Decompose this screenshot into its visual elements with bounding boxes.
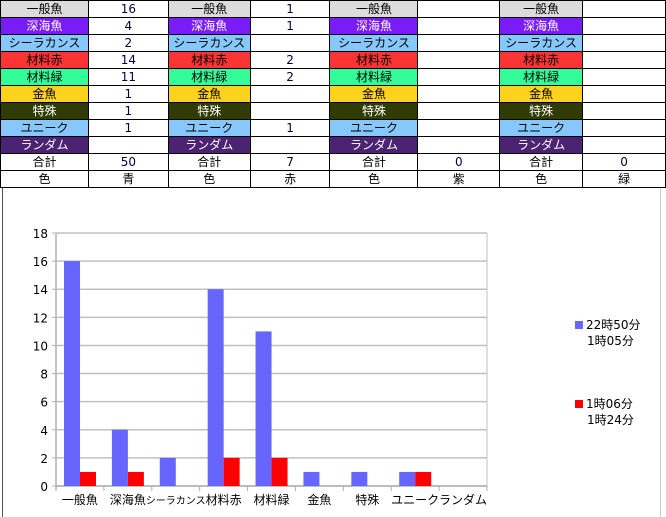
category-cell[interactable]: 深海魚: [0, 17, 89, 35]
category-cell[interactable]: ユニーク: [499, 119, 584, 137]
color-row: 色青色赤色紫色緑: [0, 170, 666, 188]
x-tick-label: 深海魚: [110, 492, 146, 507]
category-cell[interactable]: 特殊: [499, 102, 584, 120]
category-cell[interactable]: 金魚: [0, 85, 89, 103]
bar: [271, 457, 288, 486]
color-label-cell[interactable]: 色: [0, 170, 89, 188]
category-cell[interactable]: 材料緑: [499, 68, 584, 86]
category-cell[interactable]: 材料赤: [0, 51, 89, 69]
bar: [127, 471, 144, 486]
bar: [159, 457, 176, 486]
bar: [64, 261, 80, 486]
category-cell[interactable]: 一般魚: [0, 0, 89, 18]
category-cell[interactable]: シーラカンス: [167, 34, 251, 52]
bar: [207, 289, 224, 486]
bar: [415, 471, 432, 486]
color-value-cell[interactable]: 緑: [582, 170, 666, 188]
sheet-border-left: [2, 188, 3, 517]
total-label-cell[interactable]: 合計: [329, 153, 419, 171]
category-cell[interactable]: シーラカンス: [0, 34, 89, 52]
category-cell[interactable]: ユニーク: [167, 119, 251, 137]
bar: [111, 429, 128, 486]
color-label-cell[interactable]: 色: [499, 170, 584, 188]
legend-item-series-1: 22時50分 1時05分: [575, 317, 641, 349]
color-value-cell[interactable]: 赤: [249, 170, 331, 188]
table-row: 特殊 1 特殊 特殊 特殊: [0, 102, 666, 120]
table-row: 一般魚 16 一般魚 1 一般魚 一般魚: [0, 0, 666, 18]
color-label-cell[interactable]: 色: [167, 170, 251, 188]
x-tick-label: 一般魚: [62, 492, 98, 507]
y-tick-label: 2: [40, 452, 48, 466]
bar: [399, 471, 416, 486]
color-label-cell[interactable]: 色: [329, 170, 419, 188]
y-tick-label: 6: [40, 396, 48, 410]
legend-swatch-red: [575, 400, 583, 408]
category-cell[interactable]: 材料緑: [0, 68, 89, 86]
legend-label-line2: 1時05分: [587, 334, 634, 348]
category-cell[interactable]: ランダム: [0, 136, 89, 154]
category-cell[interactable]: 材料赤: [329, 51, 419, 69]
category-cell[interactable]: 深海魚: [167, 17, 251, 35]
legend-label-line2: 1時24分: [587, 413, 634, 427]
category-cell[interactable]: シーラカンス: [329, 34, 419, 52]
color-value-cell[interactable]: 青: [87, 170, 169, 188]
color-value-cell[interactable]: 紫: [417, 170, 501, 188]
y-tick-label: 18: [33, 227, 48, 241]
table-row: 深海魚 4 深海魚 1 深海魚 深海魚: [0, 17, 666, 35]
category-cell[interactable]: 材料赤: [167, 51, 251, 69]
bar: [223, 457, 240, 486]
bar: [303, 471, 320, 486]
count-cell[interactable]: 16: [87, 0, 169, 18]
y-tick-label: 8: [40, 368, 48, 382]
x-tick-label: シーラカンス: [146, 495, 206, 507]
category-cell[interactable]: ユニーク: [329, 119, 419, 137]
category-cell[interactable]: 深海魚: [499, 17, 584, 35]
bar: [80, 471, 96, 486]
x-tick-label: 材料緑: [253, 492, 289, 507]
x-tick-label: 金魚: [307, 492, 331, 507]
x-tick-label: 特殊: [355, 492, 379, 507]
legend-label-line1: 1時06分: [586, 397, 633, 411]
y-tick-label: 4: [40, 424, 48, 438]
category-cell[interactable]: 材料赤: [499, 51, 584, 69]
category-cell[interactable]: 材料緑: [167, 68, 251, 86]
legend-item-series-2: 1時06分 1時24分: [575, 396, 634, 428]
bar: [255, 331, 272, 486]
x-tick-label: ユニーク: [391, 493, 439, 507]
y-tick-label: 16: [33, 255, 48, 269]
y-tick-label: 14: [33, 283, 48, 297]
y-tick-label: 10: [33, 339, 48, 353]
y-tick-label: 0: [40, 480, 48, 494]
bar: [351, 471, 368, 486]
x-tick-label: ランダム: [439, 492, 487, 507]
total-row: 合計 50 合計 7 合計 0 合計 0: [0, 153, 666, 171]
table-row: シーラカンス 2 シーラカンス シーラカンス シーラカンス: [0, 34, 666, 52]
category-cell[interactable]: 金魚: [329, 85, 419, 103]
legend-swatch-blue: [575, 321, 583, 329]
category-cell[interactable]: 一般魚: [329, 0, 419, 18]
y-tick-label: 12: [33, 311, 48, 325]
sheet-border-right: [660, 188, 661, 517]
category-cell[interactable]: ユニーク: [0, 119, 89, 137]
count-cell[interactable]: 14: [87, 51, 169, 69]
category-cell[interactable]: 金魚: [167, 85, 251, 103]
table-row: 材料赤 14 材料赤 2 材料赤 材料赤: [0, 51, 666, 69]
category-cell[interactable]: ランダム: [329, 136, 419, 154]
x-tick-label: 材料赤: [206, 493, 242, 507]
spreadsheet-table: 一般魚 16 一般魚 1 一般魚 一般魚 深海魚 4 深海魚 1 深海魚 深海魚 シーラカンス 2 シーラカ…: [0, 0, 666, 188]
legend-label-line1: 22時50分: [586, 318, 641, 332]
category-cell[interactable]: 特殊: [329, 102, 419, 120]
category-cell[interactable]: 特殊: [0, 102, 89, 120]
table-row: ユニーク 1 ユニーク 1 ユニーク ユニーク: [0, 119, 666, 137]
